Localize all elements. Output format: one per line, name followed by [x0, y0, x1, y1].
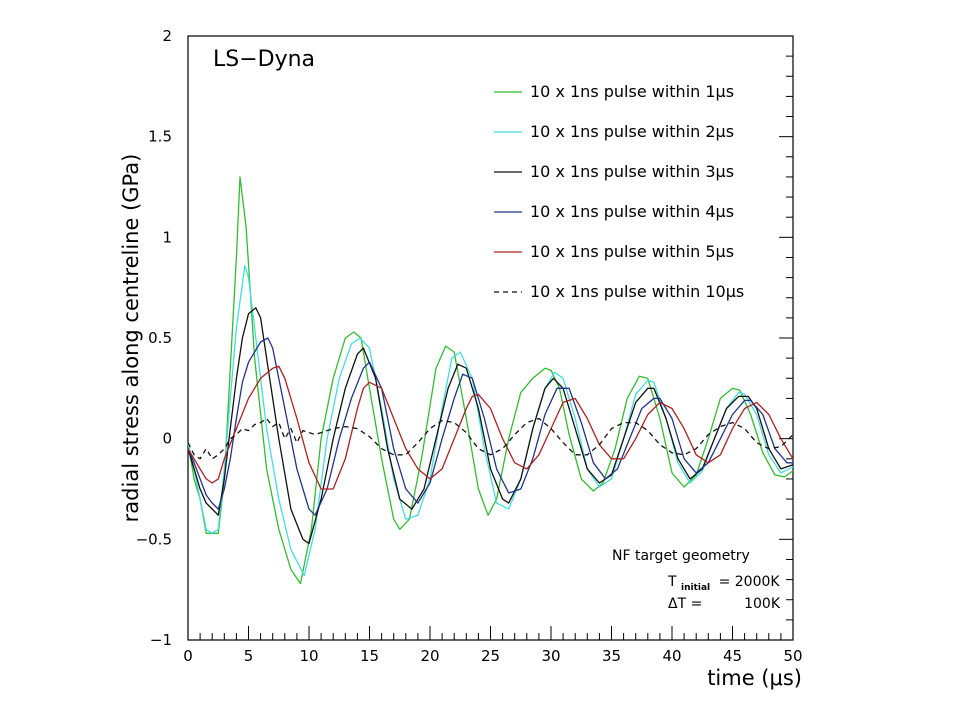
legend-label-5: 10 x 1ns pulse within 5μs: [530, 242, 734, 261]
x-tick-label: 35: [602, 647, 621, 665]
series-line-1: [187, 176, 794, 585]
y-axis-title: radial stress along centreline (GPa): [119, 154, 143, 523]
x-tick-label: 15: [360, 647, 379, 665]
series-line-6: [187, 417, 794, 460]
x-tick-label: 50: [783, 647, 802, 665]
delta-t-label: ΔT =: [668, 596, 702, 612]
y-tick-label: 1: [162, 228, 172, 246]
y-tick-label: −1: [150, 631, 172, 649]
x-tick-label: 30: [541, 647, 560, 665]
y-tick-label: 1.5: [148, 128, 172, 146]
legend-label-6: 10 x 1ns pulse within 10μs: [530, 282, 744, 301]
series-line-2: [187, 264, 794, 577]
t-initial-symbol: T: [667, 574, 677, 590]
x-tick-label: 10: [299, 647, 318, 665]
x-tick-label: 5: [244, 647, 254, 665]
x-axis-title: time (μs): [707, 666, 802, 690]
legend: 10 x 1ns pulse within 1μs 10 x 1ns pulse …: [494, 82, 744, 301]
series-line-4: [187, 337, 793, 516]
t-initial-subscript: initial: [681, 583, 710, 593]
series-layer: [187, 176, 794, 585]
y-tick-label: 0: [162, 430, 172, 448]
annotation-block: NF target geometry T initial = 2000K ΔT …: [612, 548, 781, 612]
geometry-note: NF target geometry: [612, 548, 750, 564]
series-line-5: [187, 365, 794, 490]
y-axis-ticks: −1 −0.5 0 0.5 1 1.5 2: [136, 27, 793, 649]
legend-label-2: 10 x 1ns pulse within 2μs: [530, 122, 734, 141]
x-tick-label: 45: [723, 647, 742, 665]
legend-label-4: 10 x 1ns pulse within 4μs: [530, 202, 734, 221]
t-initial-value: = 2000K: [719, 574, 781, 590]
t-initial-note: T initial = 2000K: [667, 574, 780, 594]
y-tick-label: 0.5: [148, 329, 172, 347]
series-line-3: [187, 307, 794, 545]
delta-t-value: 100K: [744, 596, 781, 612]
chart-title: LS−Dyna: [213, 47, 315, 72]
x-tick-label: 25: [481, 647, 500, 665]
legend-label-3: 10 x 1ns pulse within 3μs: [530, 162, 734, 181]
x-tick-label: 20: [420, 647, 439, 665]
y-tick-label: 2: [162, 27, 172, 45]
x-tick-label: 40: [662, 647, 681, 665]
legend-label-1: 10 x 1ns pulse within 1μs: [530, 82, 734, 101]
x-tick-label: 0: [183, 647, 193, 665]
y-tick-label: −0.5: [136, 530, 172, 548]
x-axis-ticks: 0 5 10 15 20 25 30 35 40 45 50: [183, 626, 803, 665]
